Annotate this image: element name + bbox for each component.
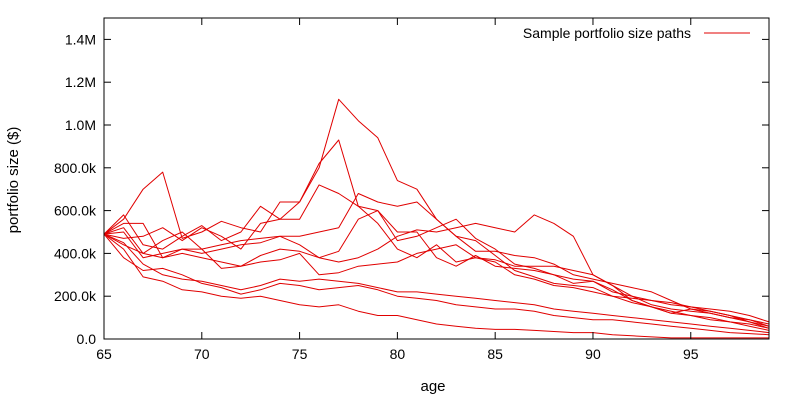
series-path-3 (103, 193, 770, 327)
y-tick-label: 600.0k (54, 203, 97, 219)
y-tick-label: 1.4M (65, 31, 96, 47)
y-tick-label: 400.0k (54, 245, 97, 261)
series-path-7 (103, 233, 770, 331)
x-tick-label: 80 (390, 346, 406, 362)
series-path-4 (103, 214, 770, 329)
series-path-6 (103, 210, 770, 329)
legend: Sample portfolio size paths (523, 25, 750, 41)
series-path-5 (103, 184, 770, 325)
series-path-2 (103, 139, 770, 327)
y-tick-label: 0.0 (77, 331, 97, 347)
series-path-8 (103, 233, 770, 336)
y-tick-label: 800.0k (54, 160, 97, 176)
series-path-1 (103, 98, 770, 323)
series-path-9 (103, 233, 769, 339)
legend-label: Sample portfolio size paths (523, 25, 691, 41)
y-tick-label: 1.2M (65, 74, 96, 90)
x-tick-label: 70 (194, 346, 210, 362)
x-tick-label: 65 (96, 346, 112, 362)
x-tick-label: 95 (683, 346, 699, 362)
axes-layer: 65 70 75 80 85 90 95 0.0 200.0k 400.0k 600.0k 800.0… (54, 17, 770, 362)
series-layer (103, 98, 770, 339)
x-tick-label: 90 (585, 346, 601, 362)
x-tick-label: 75 (292, 346, 308, 362)
y-tick-label: 1.0M (65, 117, 96, 133)
x-tick-label: 85 (487, 346, 503, 362)
series-path-10 (103, 233, 770, 334)
plot-frame (103, 17, 770, 340)
y-axis-label: portfolio size ($) (5, 127, 22, 234)
y-tick-label: 200.0k (54, 288, 97, 304)
x-axis-label: age (420, 378, 445, 395)
